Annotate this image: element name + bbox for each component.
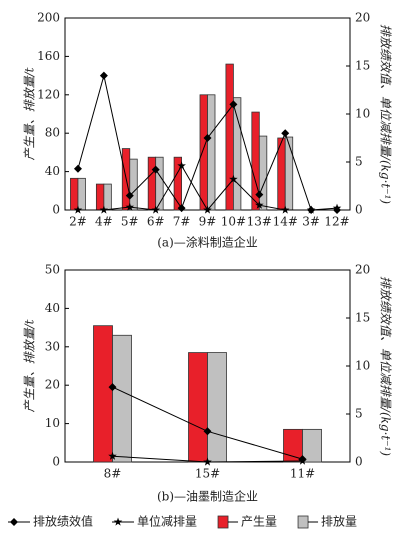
y2-axis-label: 排放绩效值、单位减排量/(kg·t⁻¹) [379,276,393,456]
bar [147,156,157,211]
legend-label: 产生量 [241,515,277,529]
star-marker [203,457,212,466]
star-marker [125,202,135,211]
y-axis-label: 产生量、排放量/t [23,319,37,412]
y-tick-label: 50 [45,263,60,277]
x-tick-label: 9# [199,215,217,229]
y-tick-label: 40 [45,301,60,315]
x-tick-label: 6# [147,215,165,229]
star-marker [298,456,307,465]
diamond-marker [229,100,238,109]
y2-tick-label: 0 [355,455,363,469]
legend-label: 排放量 [321,514,357,529]
x-tick-label: 14# [273,215,298,229]
y-tick-label: 0 [52,203,60,217]
chart-title: (a)—涂料制造企业 [157,235,258,250]
bar [199,94,208,211]
star-marker [108,451,117,460]
y2-tick-label: 10 [355,107,370,121]
bar [95,183,105,211]
x-tick-label: 8# [104,467,122,481]
diamond-marker [10,518,18,526]
y-tick-label: 80 [45,126,60,140]
x-tick-label: 15# [195,467,220,481]
bar [258,135,268,211]
diamond-marker [73,164,82,173]
bar [233,97,242,211]
legend-label: 排放绩效值 [33,514,93,529]
x-tick-label: 2# [69,215,87,229]
bar [93,325,113,463]
star-marker [255,200,264,209]
diamond-marker [99,71,108,80]
y2-tick-label: 10 [355,359,370,373]
bar [225,63,234,211]
y-tick-label: 0 [52,455,60,469]
y2-tick-label: 15 [355,59,370,73]
star-marker [229,174,238,183]
bar [188,352,208,463]
legend-label: 单位减排量 [137,514,197,529]
legend-swatch [297,515,309,529]
diamond-marker [177,204,186,213]
x-tick-label: 10# [221,215,246,229]
x-tick-label: 12# [324,215,349,229]
star-marker [177,161,186,170]
y-axis-label: 产生量、排放量/t [23,67,37,160]
x-tick-label: 5# [121,215,139,229]
y2-tick-label: 0 [355,203,363,217]
legend-swatch [217,515,229,529]
bar [155,156,164,211]
bar [207,94,216,211]
y-tick-label: 120 [37,87,60,101]
x-tick-label: 3# [302,215,320,229]
bar [112,334,132,463]
y2-tick-label: 5 [355,155,363,169]
bar [207,352,227,463]
diamond-marker [281,129,290,138]
star-marker [73,205,83,214]
y-tick-label: 200 [37,11,60,25]
x-tick-label: 4# [95,215,113,229]
x-tick-label: 11# [290,467,315,481]
y2-tick-label: 20 [355,263,370,277]
y2-tick-label: 20 [355,11,370,25]
diamond-marker [203,134,212,142]
bar [302,428,322,463]
star-marker [203,205,212,214]
y2-tick-label: 15 [355,311,370,325]
bar [70,177,79,211]
bar [284,136,294,211]
bar [283,428,303,463]
diamond-marker [255,190,264,199]
y-tick-label: 10 [45,416,60,430]
diamond-marker [151,165,160,174]
y-tick-label: 160 [37,49,60,63]
star-marker [99,205,109,214]
y-tick-label: 30 [45,339,60,353]
diamond-marker [203,427,212,436]
bar [103,183,112,211]
diamond-marker [125,191,134,200]
y2-tick-label: 5 [355,407,363,421]
star-marker [280,205,290,214]
bar [77,177,86,211]
bar [173,156,182,211]
y-tick-label: 40 [45,164,60,178]
bar [129,158,138,211]
y-tick-label: 20 [45,378,60,392]
star-marker [151,205,160,214]
star-marker [306,205,316,214]
chart-title: (b)—油墨制造企业 [157,489,258,504]
x-tick-label: 7# [173,215,191,229]
star-marker [332,203,342,212]
diamond-marker [108,383,117,392]
x-tick-label: 13# [247,215,272,229]
star-marker [113,517,123,526]
y2-axis-label: 排放绩效值、单位减排量/(kg·t⁻¹) [379,24,393,204]
